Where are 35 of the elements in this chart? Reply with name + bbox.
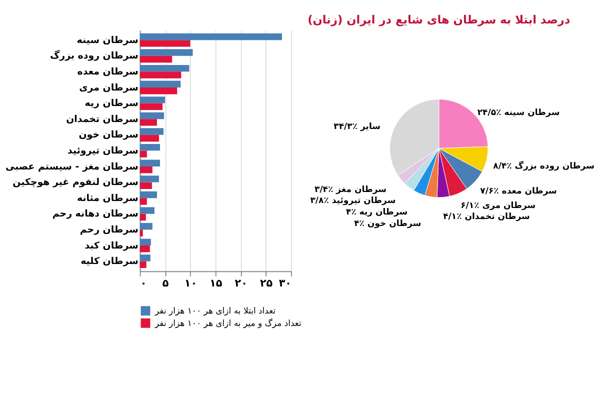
y-tick-label: سرطان مثانه <box>76 192 138 204</box>
slice-label: سرطان مری ٪۶/۱ <box>460 200 536 211</box>
y-tick-label: سرطان مری <box>79 82 138 94</box>
slice-label: سرطان سینه ٪۲۴/۵ <box>477 108 560 118</box>
y-tick-label: سرطان خون <box>78 130 138 141</box>
x-tick-label: ۲۰ <box>234 278 248 290</box>
slice-label: سرطان مغز ٪۳/۴ <box>314 184 387 195</box>
y-tick-label: سرطان ریه <box>84 98 138 110</box>
slice-label: سایر ٪۳۴/۳ <box>334 122 381 132</box>
legend-label: تعداد مرگ و میر به ازای هر ۱۰۰ هزار نفر <box>154 318 302 329</box>
slice-label: سرطان تخمدان ٪۴/۱ <box>443 212 530 222</box>
legend-label: تعداد ابتلا به ازای هر ۱۰۰ هزار نفر <box>154 306 276 317</box>
y-tick-label: سرطان تخمدان <box>66 114 138 125</box>
x-tick-label: ۰ <box>140 278 147 290</box>
y-tick-label: سرطان لنفوم غیر هوچکین <box>12 177 138 188</box>
x-tick-label: ۵ <box>162 278 170 290</box>
y-tick-label: سرطان تیروئید <box>68 146 138 157</box>
y-tick-label: سرطان معده <box>77 66 138 78</box>
x-tick-label: ۱۰ <box>184 278 198 290</box>
y-tick-label: سرطان رحم <box>80 224 138 236</box>
chart-title: درصد ابتلا به سرطان های شایع در ایران (زنان) <box>308 12 570 27</box>
slice-label: سرطان خون ٪۴ <box>354 218 422 229</box>
slice-label: سرطان روده بزرگ ٪۸/۴ <box>493 160 594 172</box>
y-tick-label: سرطان کبد <box>84 240 138 252</box>
y-tick-label: سرطان روده بزرگ <box>50 50 138 62</box>
slice-label: سرطان تیروئید ٪۳/۸ <box>310 196 396 206</box>
slice-label: سرطان ریه ٪۴ <box>346 208 408 218</box>
x-tick-label: ۲۵ <box>260 278 274 290</box>
y-tick-label: سرطان مغز - سیستم عصبی <box>6 161 138 172</box>
y-tick-label: سرطان سینه <box>76 34 138 46</box>
slice-label: سرطان معده ٪۷/۶ <box>480 186 557 197</box>
y-tick-label: سرطان کلیه <box>80 256 138 268</box>
x-tick-label: ۱۵ <box>210 278 223 290</box>
x-tick-label: ۳۰ <box>278 278 292 290</box>
y-tick-label: سرطان دهانه رحم <box>52 208 138 220</box>
